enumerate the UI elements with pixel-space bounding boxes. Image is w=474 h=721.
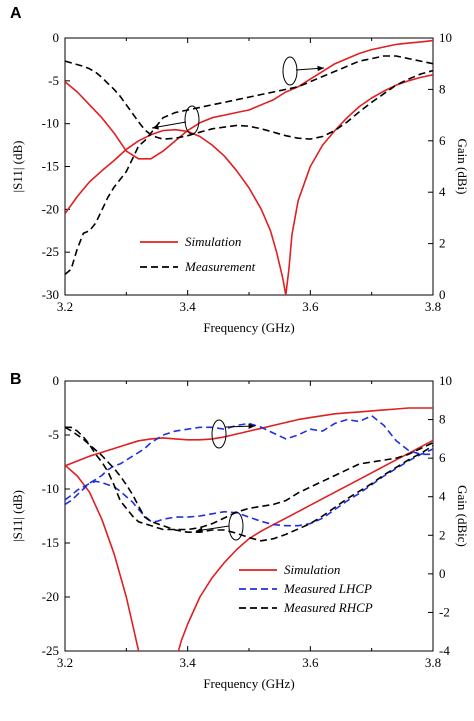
y-left-axis-label: |S11| (dB) bbox=[10, 140, 25, 192]
panel-letter: B bbox=[10, 371, 22, 388]
y-right-tick-label: 6 bbox=[439, 450, 446, 465]
legend-label: Measured LHCP bbox=[283, 581, 372, 596]
x-tick-label: 3.4 bbox=[180, 299, 197, 314]
annotation-ellipse bbox=[282, 56, 298, 86]
x-tick-label: 3.2 bbox=[57, 655, 73, 670]
y-right-tick-label: 0 bbox=[439, 566, 446, 581]
series-line-simulation-right bbox=[65, 407, 433, 467]
plot-lines bbox=[65, 407, 433, 651]
y-right-tick-label: 0 bbox=[439, 287, 446, 302]
x-tick-label: 3.2 bbox=[57, 299, 73, 314]
series-line-measured-lhcp-right bbox=[65, 414, 433, 506]
y-left-tick-label: -10 bbox=[42, 481, 59, 496]
y-left-tick-label: -15 bbox=[42, 535, 59, 550]
panel-a: A3.2 3.4 3.6 3.80-5-10-15-20-25-301086420Fr… bbox=[10, 5, 470, 335]
y-right-tick-label: -2 bbox=[439, 604, 450, 619]
legend-label: Simulation bbox=[284, 562, 340, 577]
series-line-measured-rhcp-left bbox=[65, 426, 433, 542]
x-tick-label: 3.6 bbox=[302, 299, 319, 314]
series-line-measurement-left bbox=[65, 60, 433, 140]
annotation-ellipse bbox=[228, 511, 244, 541]
series-line-measured-lhcp-left bbox=[65, 448, 433, 527]
y-right-axis-label: Gain (dBic) bbox=[455, 485, 470, 547]
y-left-tick-label: -5 bbox=[48, 427, 59, 442]
y-right-tick-label: 4 bbox=[439, 184, 446, 199]
y-right-tick-label: 2 bbox=[439, 527, 446, 542]
y-right-tick-label: 2 bbox=[439, 236, 446, 251]
y-left-tick-label: -20 bbox=[42, 589, 59, 604]
y-left-tick-label: -15 bbox=[42, 159, 59, 174]
series-line-simulation-left bbox=[65, 74, 433, 295]
x-tick-label: 3.4 bbox=[180, 655, 197, 670]
y-left-tick-label: -25 bbox=[42, 643, 59, 658]
y-right-tick-label: 10 bbox=[439, 373, 452, 388]
annotation-arrow-head bbox=[196, 527, 203, 533]
y-left-tick-label: -10 bbox=[42, 116, 59, 131]
series-line-simulation-left bbox=[177, 439, 433, 651]
x-tick-label: 3.6 bbox=[302, 655, 319, 670]
series-line-simulation-left bbox=[65, 464, 140, 651]
legend-label: Simulation bbox=[185, 234, 241, 249]
x-axis-label: Frequency (GHz) bbox=[203, 676, 294, 691]
y-left-axis-label: |S11| (dB) bbox=[10, 490, 25, 542]
y-right-tick-label: -4 bbox=[439, 643, 450, 658]
annotation-arrow-head bbox=[248, 423, 255, 429]
x-tick-label: 3.8 bbox=[425, 655, 441, 670]
plot-frame bbox=[64, 37, 434, 296]
annotation-ellipse bbox=[211, 419, 227, 449]
plot-lines bbox=[65, 39, 433, 295]
series-line-simulation-right bbox=[65, 39, 433, 160]
y-left-tick-label: -25 bbox=[42, 244, 59, 259]
y-right-tick-label: 8 bbox=[439, 81, 446, 96]
series-line-measured-rhcp-right bbox=[65, 426, 433, 531]
y-left-tick-label: -20 bbox=[42, 201, 59, 216]
y-right-tick-label: 6 bbox=[439, 133, 446, 148]
y-right-tick-label: 8 bbox=[439, 412, 446, 427]
y-right-axis-label: Gain (dBi) bbox=[455, 139, 470, 195]
annotation-arrow-head bbox=[152, 124, 159, 130]
y-left-tick-label: -30 bbox=[42, 287, 59, 302]
y-right-tick-label: 10 bbox=[439, 30, 452, 45]
panel-b: B 3.2 3.4 3.6 3.8 0 -5 -10 -15 -20 -25 10 8 6 4 2 0 -2 -4 F… bbox=[10, 371, 470, 691]
x-tick-label: 3.8 bbox=[425, 299, 441, 314]
annotation-arrow-head bbox=[317, 65, 324, 72]
y-left-tick-label: -5 bbox=[48, 73, 59, 88]
annotation-ellipse bbox=[184, 105, 200, 135]
x-axis-label: Frequency (GHz) bbox=[203, 320, 294, 335]
plot-frame bbox=[64, 380, 434, 652]
legend-label: Measured RHCP bbox=[283, 600, 373, 615]
y-right-tick-label: 4 bbox=[439, 489, 446, 504]
panel-letter: A bbox=[10, 5, 22, 22]
y-left-tick-label: 0 bbox=[53, 30, 60, 45]
y-left-tick-label: 0 bbox=[53, 373, 60, 388]
series-line-measurement-right bbox=[65, 55, 433, 276]
legend-label: Measurement bbox=[184, 259, 256, 274]
